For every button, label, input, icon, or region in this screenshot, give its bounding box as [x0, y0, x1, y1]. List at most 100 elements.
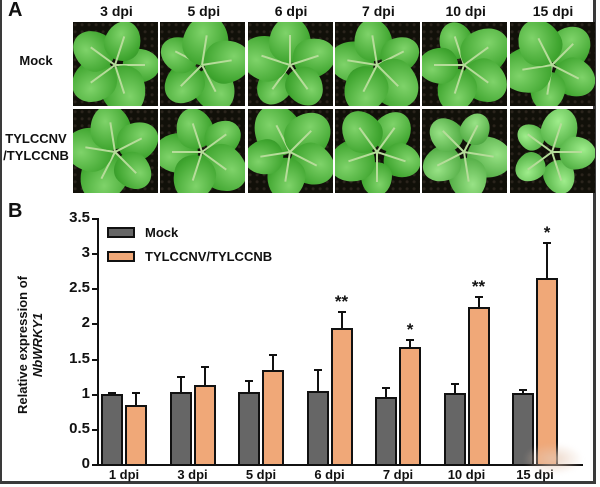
error-bar	[272, 353, 274, 370]
error-bar-cap	[543, 241, 551, 244]
x-tick-label: 7 dpi	[382, 467, 414, 482]
y-tick	[92, 428, 97, 431]
significance-marker: **	[471, 277, 486, 297]
bar-mock	[238, 392, 260, 464]
photo-mock	[334, 22, 420, 106]
y-tick-label: 1	[81, 384, 90, 402]
y-axis-title-gene: NbWRKY1	[30, 312, 45, 378]
y-tick	[92, 393, 97, 396]
bar-infected	[536, 278, 558, 464]
error-bar	[522, 388, 524, 393]
stem-shape	[375, 152, 378, 182]
error-bar-cap	[519, 388, 527, 391]
bar-mock	[306, 390, 329, 464]
photo-infected	[422, 109, 508, 193]
column-label: 15 dpi	[532, 3, 574, 19]
photo-mock	[73, 22, 158, 106]
y-tick-label: 3.5	[69, 209, 90, 226]
row-label-mock: Mock	[19, 53, 53, 68]
significance-marker: *	[543, 222, 551, 242]
legend-swatch-infected	[107, 251, 135, 262]
bar-infected	[125, 404, 147, 464]
error-bar-cap	[200, 366, 209, 369]
stem-shape	[434, 64, 465, 66]
y-axis-title-prefix: Relative expression of	[15, 276, 30, 414]
y-tick	[92, 358, 97, 361]
error-bar	[316, 369, 319, 391]
column-label: 10 dpi	[445, 3, 486, 19]
panel-b-letter: B	[8, 200, 23, 222]
y-axis-title: Relative expression of NbWRKY1	[15, 245, 45, 445]
bar-infected	[330, 328, 353, 464]
x-tick-label: 1 dpi	[108, 467, 140, 482]
x-axis-line	[97, 464, 583, 466]
photo-infected	[160, 109, 246, 193]
y-tick-label: 3	[81, 244, 90, 262]
error-bar	[179, 376, 182, 393]
photo-infected	[509, 109, 595, 193]
y-tick	[92, 288, 97, 291]
error-bar	[135, 391, 137, 405]
legend-label-infected: TYLCCNV/TYLCCNB	[145, 249, 273, 264]
error-bar-cap	[474, 296, 483, 299]
error-bar	[248, 379, 250, 393]
error-bar	[453, 383, 456, 393]
row-label-infected: TYLCCNV /TYLCCNB	[0, 130, 72, 164]
error-bar-cap	[382, 387, 390, 390]
error-bar-cap	[132, 391, 140, 394]
stem-shape	[551, 151, 582, 153]
y-tick	[92, 464, 97, 466]
error-bar	[340, 311, 343, 329]
photo-infected	[247, 109, 333, 193]
row-label-infected-line1: TYLCCNV	[5, 131, 67, 146]
panel-a-letter: A	[8, 0, 23, 21]
photo-mock	[160, 22, 246, 106]
column-label: 5 dpi	[187, 3, 221, 19]
stem-shape	[115, 64, 145, 66]
y-axis-line	[97, 218, 99, 465]
error-bar	[477, 296, 480, 308]
bar-mock	[101, 393, 123, 464]
bar-infected	[193, 385, 216, 464]
bar-infected	[467, 307, 490, 464]
bar-mock	[443, 393, 466, 464]
error-bar-cap	[406, 338, 414, 341]
photo-infected	[73, 109, 158, 193]
column-label: 6 dpi	[274, 3, 308, 19]
y-tick-label: 2.5	[69, 279, 90, 297]
error-bar	[385, 387, 387, 397]
error-bar-cap	[337, 311, 346, 314]
stem-shape	[288, 35, 291, 65]
column-label: 3 dpi	[100, 3, 133, 19]
significance-marker: **	[334, 292, 349, 312]
y-tick	[92, 218, 97, 220]
y-tick-label: 0.5	[69, 419, 90, 437]
y-tick	[92, 253, 97, 256]
x-tick-label: 3 dpi	[177, 467, 208, 482]
y-tick-label: 0	[81, 455, 90, 472]
x-tick-label: 5 dpi	[245, 467, 277, 482]
error-bar-cap	[176, 376, 185, 379]
watermark-blur	[523, 443, 583, 475]
error-bar-cap	[450, 383, 459, 386]
row-label-infected-line2: /TYLCCNB	[3, 148, 69, 163]
stem-shape	[172, 151, 203, 153]
bar-infected	[262, 369, 284, 464]
photo-infected	[334, 109, 420, 193]
bar-mock	[169, 392, 192, 464]
x-tick-label: 10 dpi	[447, 467, 486, 482]
significance-marker: *	[406, 319, 414, 339]
photo-mock	[247, 22, 333, 106]
error-bar	[203, 366, 206, 386]
photo-mock	[509, 22, 595, 106]
column-label: 7 dpi	[362, 3, 395, 19]
photo-mock	[422, 22, 508, 106]
error-bar-cap	[269, 353, 277, 356]
bar-mock	[375, 396, 397, 464]
error-bar	[546, 241, 548, 279]
error-bar-cap	[108, 391, 116, 394]
y-tick	[92, 323, 97, 326]
bar-infected	[399, 347, 421, 464]
error-bar	[409, 338, 411, 348]
legend-swatch-mock	[107, 227, 135, 238]
